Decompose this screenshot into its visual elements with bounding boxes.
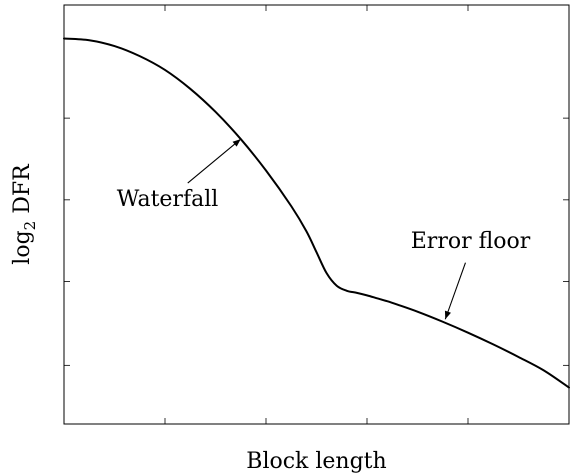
annotation-label-0: Waterfall <box>117 187 219 212</box>
plot-frame <box>63 4 570 425</box>
annotation-arrowhead-0 <box>232 139 241 147</box>
y-axis-label-main: log <box>10 230 35 264</box>
ticks-group <box>64 5 569 424</box>
annotation-label-1: Error floor <box>411 229 531 254</box>
series-line-0 <box>63 37 570 389</box>
x-axis-label: Block length <box>246 449 386 474</box>
annotations-group: Waterfall Error floor <box>117 138 531 320</box>
y-axis-label: log2 DFR <box>10 163 39 265</box>
annotation-arrow-0 <box>187 138 242 184</box>
y-axis-label-subscript: 2 <box>21 221 39 231</box>
y-axis-label-rest: DFR <box>10 163 35 221</box>
annotation-arrow-1 <box>444 262 466 320</box>
annotation-arrowhead-1 <box>444 310 451 320</box>
